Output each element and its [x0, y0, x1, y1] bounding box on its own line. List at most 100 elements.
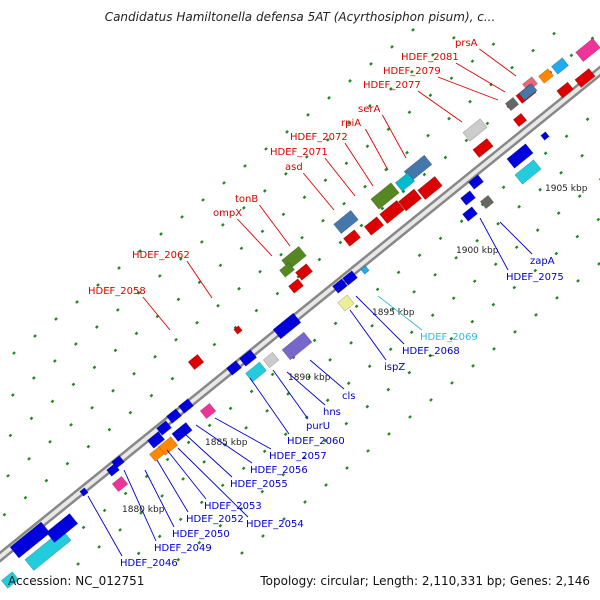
gene-label-lower[interactable]: HDEF_2054 — [246, 519, 304, 530]
gene-label-lower[interactable]: HDEF_2060 — [287, 436, 345, 447]
gene-label-lower[interactable]: cls — [342, 391, 356, 402]
leader-line-upper — [437, 76, 499, 101]
gene-block[interactable] — [556, 81, 574, 99]
gene-label-lower[interactable]: ispZ — [384, 362, 405, 373]
gene-label-lower[interactable]: HDEF_2049 — [154, 543, 212, 554]
gene-block[interactable] — [398, 188, 422, 212]
gene-label-lower[interactable]: HDEF_2052 — [186, 514, 244, 525]
gene-label-lower[interactable]: HDEF_2046 — [120, 558, 178, 569]
gene-block[interactable] — [394, 172, 416, 192]
gene-block[interactable] — [462, 206, 478, 222]
gene-block[interactable] — [518, 83, 538, 101]
track-tick — [73, 342, 78, 346]
gene-block[interactable] — [575, 37, 600, 63]
gene-block[interactable] — [79, 487, 89, 497]
gene-block[interactable] — [9, 521, 51, 559]
gene-label-upper[interactable]: ompX — [213, 208, 242, 219]
leader-line-upper — [259, 204, 291, 247]
gene-label-upper[interactable]: HDEF_2058 — [88, 286, 146, 297]
gene-block[interactable] — [332, 278, 348, 294]
gene-label-lower[interactable]: zapA — [530, 256, 555, 267]
gene-block[interactable] — [504, 96, 520, 112]
gene-block[interactable] — [187, 353, 205, 371]
gene-block[interactable] — [574, 68, 596, 88]
gene-block[interactable] — [550, 57, 570, 75]
accession-label: Accession: NC_012751 — [8, 574, 145, 588]
gene-block[interactable] — [156, 420, 172, 436]
gene-block[interactable] — [199, 402, 217, 420]
gene-block[interactable] — [506, 143, 534, 169]
gene-block[interactable] — [238, 349, 258, 367]
gene-label-upper[interactable]: HDEF_2081 — [401, 52, 459, 63]
gene-block[interactable] — [460, 190, 476, 206]
gene-block[interactable] — [462, 118, 488, 142]
track-tick — [375, 287, 380, 292]
gene-label-lower[interactable]: HDEF_2069 — [420, 332, 478, 343]
gene-label-lower[interactable]: HDEF_2053 — [204, 501, 262, 512]
gene-block[interactable] — [538, 68, 554, 84]
gene-block[interactable] — [472, 138, 494, 158]
gene-block[interactable] — [342, 270, 358, 286]
track-tick — [170, 376, 175, 381]
track-tick — [138, 249, 142, 253]
gene-block[interactable] — [379, 199, 405, 225]
track-tick — [321, 218, 325, 223]
gene-label-lower[interactable]: HDEF_2068 — [402, 346, 460, 357]
gene-label-upper[interactable]: HDEF_2079 — [383, 66, 441, 77]
gene-block[interactable] — [171, 422, 193, 442]
gene-label-lower[interactable]: HDEF_2075 — [506, 272, 564, 283]
gene-block[interactable] — [479, 194, 495, 210]
track-tick — [491, 42, 496, 47]
gene-block[interactable] — [178, 398, 194, 414]
gene-block[interactable] — [233, 325, 243, 335]
gene-label-upper[interactable]: prsA — [455, 38, 478, 49]
gene-label-upper[interactable]: asd — [285, 162, 303, 173]
gene-label-lower[interactable]: HDEF_2050 — [172, 529, 230, 540]
gene-block[interactable] — [106, 463, 120, 477]
gene-block[interactable] — [279, 262, 295, 278]
gene-block[interactable] — [245, 361, 267, 383]
track-tick — [260, 489, 265, 494]
gene-label-upper[interactable]: HDEF_2071 — [270, 147, 328, 158]
gene-block[interactable] — [146, 431, 166, 449]
gene-block[interactable] — [45, 513, 79, 543]
gene-block[interactable] — [111, 475, 129, 493]
gene-block[interactable] — [514, 159, 542, 185]
gene-label-upper[interactable]: rpiA — [341, 118, 361, 129]
gene-label-upper[interactable]: HDEF_2077 — [363, 80, 421, 91]
gene-label-lower[interactable]: hns — [323, 407, 341, 418]
gene-block[interactable] — [262, 351, 280, 369]
track-tick — [249, 389, 254, 394]
gene-block[interactable] — [281, 331, 313, 361]
gene-block[interactable] — [363, 216, 385, 236]
gene-label-lower[interactable]: HDEF_2056 — [250, 465, 308, 476]
gene-block[interactable] — [417, 175, 443, 201]
track-tick — [216, 303, 220, 308]
gene-block[interactable] — [370, 182, 400, 210]
gene-label-lower[interactable]: HDEF_2057 — [269, 451, 327, 462]
gene-label-lower[interactable]: purU — [306, 421, 330, 432]
gene-label-upper[interactable]: serA — [358, 104, 380, 115]
gene-label-upper[interactable]: HDEF_2062 — [132, 250, 190, 261]
gene-block[interactable] — [360, 265, 370, 275]
track-tick — [237, 286, 241, 291]
gene-block[interactable] — [226, 360, 242, 376]
gene-block[interactable] — [294, 263, 314, 281]
gene-block[interactable] — [540, 131, 550, 141]
gene-block[interactable] — [342, 229, 362, 247]
gene-label-upper[interactable]: tonB — [235, 194, 258, 205]
gene-block[interactable] — [0, 571, 20, 589]
gene-block[interactable] — [166, 408, 182, 424]
gene-block[interactable] — [149, 446, 165, 462]
gene-block[interactable] — [512, 112, 528, 128]
gene-label-lower[interactable]: HDEF_2055 — [230, 479, 288, 490]
gene-block[interactable] — [24, 529, 72, 571]
gene-label-upper[interactable]: HDEF_2072 — [290, 132, 348, 143]
track-tick — [443, 155, 448, 160]
gene-block[interactable] — [337, 294, 355, 312]
gene-block[interactable] — [272, 312, 302, 340]
gene-block[interactable] — [288, 278, 304, 294]
gene-block[interactable] — [333, 209, 359, 235]
gene-block[interactable] — [468, 174, 484, 190]
